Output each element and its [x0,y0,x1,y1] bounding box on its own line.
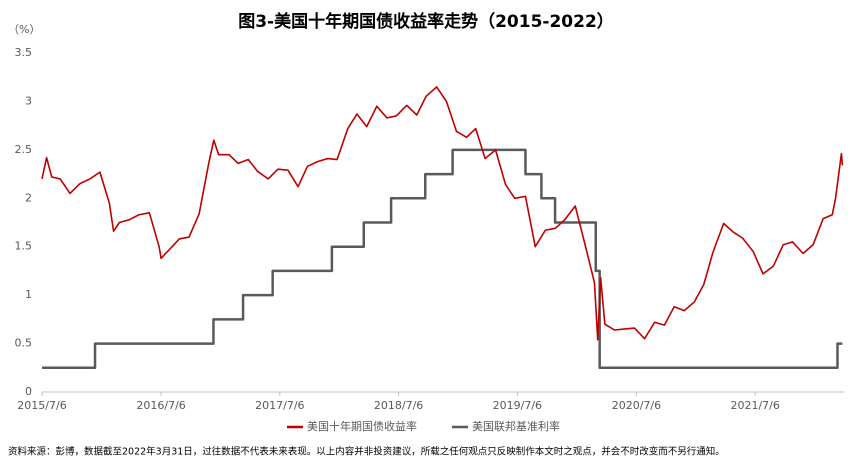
chart-title: 图3-美国十年期国债收益率走势（2015-2022） [238,11,614,32]
y-tick-label: 0 [25,385,32,398]
y-tick-label: 0.5 [15,337,33,350]
x-tick-label: 2021/7/6 [730,399,779,412]
y-tick-label: 2 [25,191,32,204]
x-tick-label: 2019/7/6 [493,399,542,412]
x-tick-label: 2017/7/6 [255,399,304,412]
x-tick-label: 2020/7/6 [612,399,661,412]
y-tick-label: 2.5 [15,143,33,156]
x-tick-label: 2015/7/6 [17,399,66,412]
y-tick-label: 3 [25,94,32,107]
legend-label: 美国十年期国债收益率 [307,419,417,433]
legend-label: 美国联邦基准利率 [472,419,560,433]
y-tick-label: 3.5 [15,46,33,59]
y-unit: （%） [8,23,40,36]
x-tick-label: 2018/7/6 [374,399,423,412]
series-line [41,86,844,341]
y-tick-label: 1 [25,288,32,301]
x-tick-label: 2016/7/6 [136,399,185,412]
y-tick-label: 1.5 [15,240,33,253]
source-note: 资料来源：彭博，数据截至2022年3月31日，过往数据不代表未来表现。以上内容并… [8,446,725,458]
series-line [42,148,843,370]
